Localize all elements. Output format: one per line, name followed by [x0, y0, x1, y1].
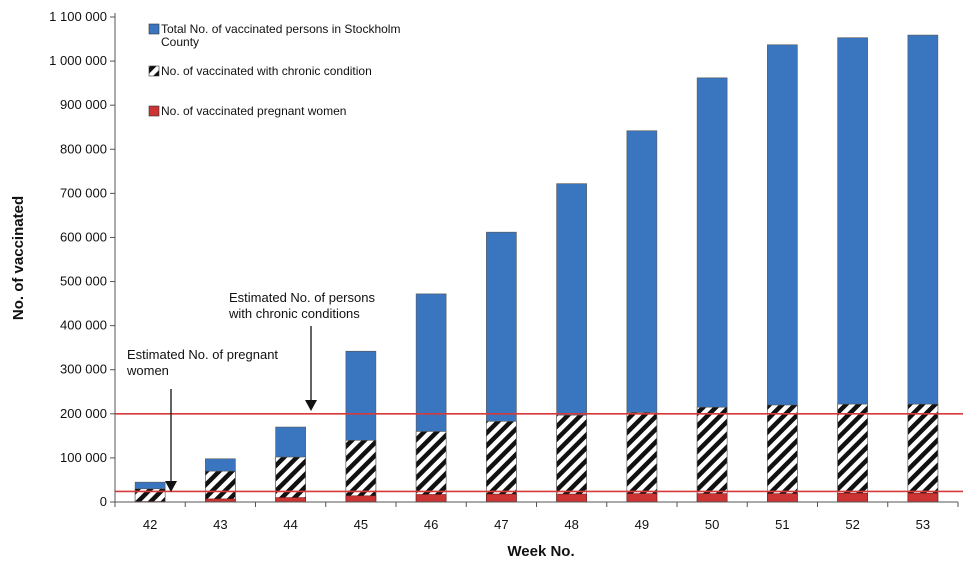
y-tick-label: 300 000 — [60, 362, 107, 377]
bar-chronic-48 — [556, 414, 587, 503]
y-tick-label: 400 000 — [60, 318, 107, 333]
bar-chronic-44 — [275, 456, 306, 503]
y-tick-label: 900 000 — [60, 97, 107, 112]
x-tick-label: 51 — [775, 517, 789, 532]
x-tick-label: 43 — [213, 517, 227, 532]
y-axis-title: No. of vaccinated — [10, 196, 27, 320]
bar-pregnant-47 — [486, 493, 517, 503]
legend-label-0: Total No. of vaccinated persons in Stock… — [161, 22, 400, 36]
bar-chronic-46 — [415, 431, 447, 503]
annotation-pregnant-line1: Estimated No. of pregnant — [127, 347, 278, 362]
legend-label-1: No. of vaccinated with chronic condition — [161, 64, 372, 78]
reference-lines — [115, 413, 963, 493]
annotation-chronic-arrowhead — [305, 400, 317, 411]
legend-label-2: No. of vaccinated pregnant women — [161, 104, 346, 118]
y-tick-label: 1 000 000 — [49, 53, 107, 68]
bar-pregnant-51 — [767, 493, 798, 503]
legend-swatch-0 — [148, 23, 160, 35]
x-axis-title: Week No. — [507, 543, 574, 560]
bar-chronic-51 — [767, 404, 798, 503]
y-tick-label: 700 000 — [60, 185, 107, 200]
x-tick-label: 50 — [705, 517, 719, 532]
x-tick-label: 45 — [354, 517, 368, 532]
legend-swatch-1 — [148, 65, 160, 77]
legend: Total No. of vaccinated persons in Stock… — [148, 22, 400, 118]
x-tick-label: 44 — [283, 517, 297, 532]
annotation-pregnant-line2: women — [126, 363, 169, 378]
x-tick-label: 49 — [635, 517, 649, 532]
y-tick-label: 0 — [100, 494, 107, 509]
annotation-chronic-line1: Estimated No. of persons — [229, 290, 375, 305]
bar-pregnant-44 — [275, 497, 306, 503]
bar-pregnant-50 — [696, 493, 728, 503]
bar-pregnant-49 — [626, 493, 658, 503]
x-tick-label: 52 — [845, 517, 859, 532]
y-tick-label: 800 000 — [60, 141, 107, 156]
x-tick-label: 46 — [424, 517, 438, 532]
bar-chronic-50 — [696, 406, 728, 503]
x-tick-label: 47 — [494, 517, 508, 532]
bar-chronic-49 — [626, 412, 658, 503]
bar-pregnant-46 — [415, 494, 447, 503]
bar-pregnant-53 — [907, 492, 939, 503]
x-tick-label: 48 — [564, 517, 578, 532]
y-tick-label: 200 000 — [60, 406, 107, 421]
y-tick-label: 100 000 — [60, 450, 107, 465]
axes — [110, 13, 959, 507]
x-tick-label: 53 — [916, 517, 930, 532]
y-tick-label: 1 100 000 — [49, 9, 107, 24]
y-tick-label: 500 000 — [60, 274, 107, 289]
bar-chronic-47 — [486, 421, 517, 503]
tick-labels: 0 100 000 200 000 300 000 400 000 500 000 600 … — [49, 9, 930, 532]
bar-pregnant-52 — [837, 492, 868, 503]
bar-pregnant-48 — [556, 493, 587, 503]
x-tick-label: 42 — [143, 517, 157, 532]
bars-layer — [134, 34, 939, 503]
bar-chronic-45 — [345, 439, 377, 503]
bar-chronic-53 — [907, 403, 939, 503]
bar-chronic-43 — [205, 470, 236, 503]
legend-swatch-2 — [148, 105, 160, 117]
y-tick-label: 600 000 — [60, 229, 107, 244]
bar-chronic-52 — [837, 403, 868, 503]
bar-pregnant-45 — [345, 495, 377, 503]
legend-label-0: County — [161, 35, 199, 49]
annotation-chronic-line2: with chronic conditions — [228, 306, 360, 321]
annotation-pregnant-arrowhead — [165, 481, 177, 492]
